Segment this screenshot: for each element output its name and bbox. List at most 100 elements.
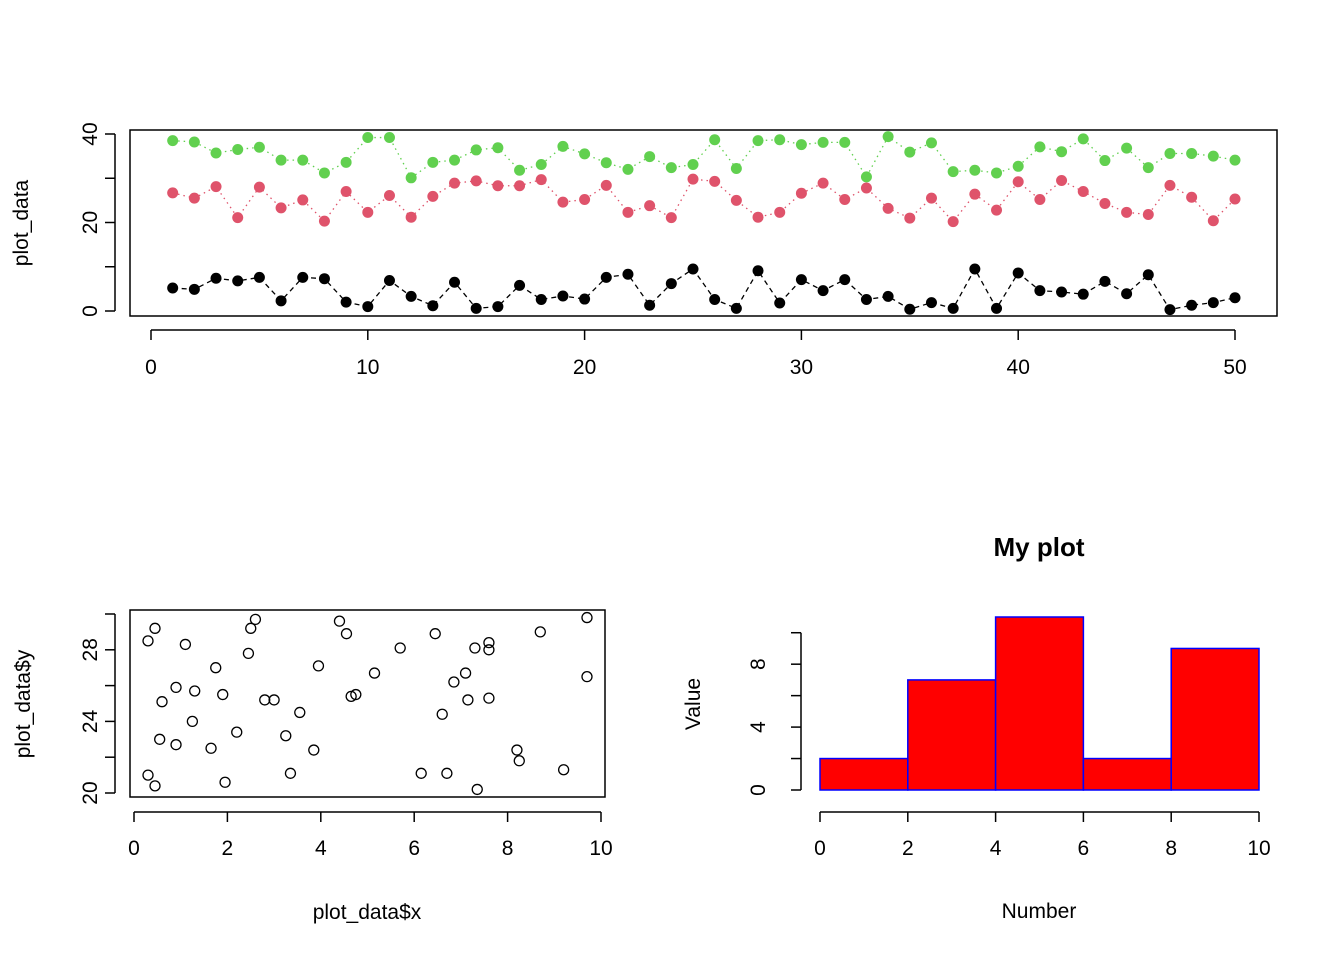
data-point xyxy=(471,783,483,796)
data-point xyxy=(188,136,200,148)
data-point xyxy=(275,154,287,166)
data-point xyxy=(1229,154,1241,166)
data-point xyxy=(1164,304,1176,316)
data-point xyxy=(149,780,161,792)
x-tick-label: 0 xyxy=(145,356,157,379)
data-point xyxy=(644,200,656,212)
y-tick-label: 0 xyxy=(79,305,102,317)
data-point xyxy=(839,274,851,286)
data-point xyxy=(557,764,570,776)
data-point xyxy=(383,132,395,144)
data-point xyxy=(665,162,677,174)
data-point xyxy=(186,715,199,728)
data-point xyxy=(1186,299,1198,311)
data-point xyxy=(253,181,265,193)
data-point xyxy=(441,767,453,779)
data-point xyxy=(1229,292,1241,304)
y-tick-label: 28 xyxy=(79,638,102,661)
y-tick-label: 24 xyxy=(79,709,102,733)
data-point xyxy=(333,615,346,627)
x-tick-label: 6 xyxy=(408,837,420,860)
data-point xyxy=(427,300,439,312)
data-point xyxy=(318,273,330,285)
data-point xyxy=(1077,133,1089,145)
data-point xyxy=(1099,155,1111,167)
histogram-bar xyxy=(1082,757,1172,791)
data-point xyxy=(1012,160,1024,172)
data-point xyxy=(904,303,916,315)
data-point xyxy=(1012,267,1024,279)
data-point xyxy=(581,671,593,683)
data-point xyxy=(167,135,179,147)
data-point xyxy=(483,644,495,656)
data-point xyxy=(189,685,201,697)
data-point xyxy=(991,204,1003,216)
data-point xyxy=(179,638,192,651)
data-point xyxy=(795,274,807,286)
data-point xyxy=(210,662,222,674)
x-tick-label: 2 xyxy=(902,837,914,860)
data-point xyxy=(362,206,374,218)
data-point xyxy=(469,642,481,654)
x-axis-title: plot_data$x xyxy=(313,901,422,924)
data-point xyxy=(449,177,461,189)
x-tick-label: 10 xyxy=(589,837,612,860)
data-point xyxy=(449,154,461,166)
data-point xyxy=(188,192,200,204)
data-point xyxy=(297,154,309,166)
series-line xyxy=(172,267,1236,311)
data-point xyxy=(1207,297,1219,309)
data-point xyxy=(687,263,699,275)
data-point xyxy=(514,279,526,291)
y-tick-label: 4 xyxy=(747,721,770,733)
data-point xyxy=(687,173,699,185)
data-point xyxy=(275,202,287,214)
chart-title: My plot xyxy=(994,532,1085,562)
data-point xyxy=(535,159,547,171)
data-point xyxy=(882,290,894,302)
x-tick-label: 0 xyxy=(128,837,140,860)
data-point xyxy=(969,188,981,200)
data-point xyxy=(1229,193,1241,205)
data-point xyxy=(839,193,851,205)
data-point xyxy=(947,216,959,228)
x-tick-label: 4 xyxy=(990,837,1002,860)
histogram-panel: 0 2 4 6 8 10 0 4 8 My plot Number Value xyxy=(682,532,1271,923)
data-point xyxy=(535,174,547,186)
data-point xyxy=(427,156,439,168)
data-point xyxy=(514,164,526,176)
data-point xyxy=(345,690,357,702)
data-point xyxy=(242,647,255,660)
y-axis-title: plot_data xyxy=(10,179,33,266)
x-tick-label: 0 xyxy=(814,837,826,860)
x-tick-label: 2 xyxy=(222,837,234,860)
data-point xyxy=(1142,209,1154,221)
data-point xyxy=(340,296,352,308)
data-point xyxy=(429,628,441,640)
data-point xyxy=(969,263,981,275)
data-point xyxy=(511,744,523,756)
data-point xyxy=(318,167,330,179)
y-tick-label: 0 xyxy=(747,784,770,796)
data-point xyxy=(470,175,482,187)
x-tick-label: 4 xyxy=(315,837,327,860)
data-point xyxy=(513,755,525,767)
data-point xyxy=(579,193,591,205)
data-point xyxy=(1186,147,1198,159)
data-point xyxy=(1186,191,1198,203)
x-tick-label: 50 xyxy=(1223,356,1246,379)
data-point xyxy=(1207,215,1219,227)
data-point xyxy=(1099,197,1111,209)
data-point xyxy=(142,635,154,647)
data-point xyxy=(284,767,297,779)
data-point xyxy=(925,192,937,204)
data-point xyxy=(1142,162,1154,174)
data-point xyxy=(795,187,807,199)
data-point xyxy=(170,739,182,751)
data-point xyxy=(205,742,217,754)
data-point xyxy=(1077,288,1089,300)
data-point xyxy=(427,190,439,202)
x-tick-label: 30 xyxy=(790,356,813,379)
data-point xyxy=(534,626,546,638)
